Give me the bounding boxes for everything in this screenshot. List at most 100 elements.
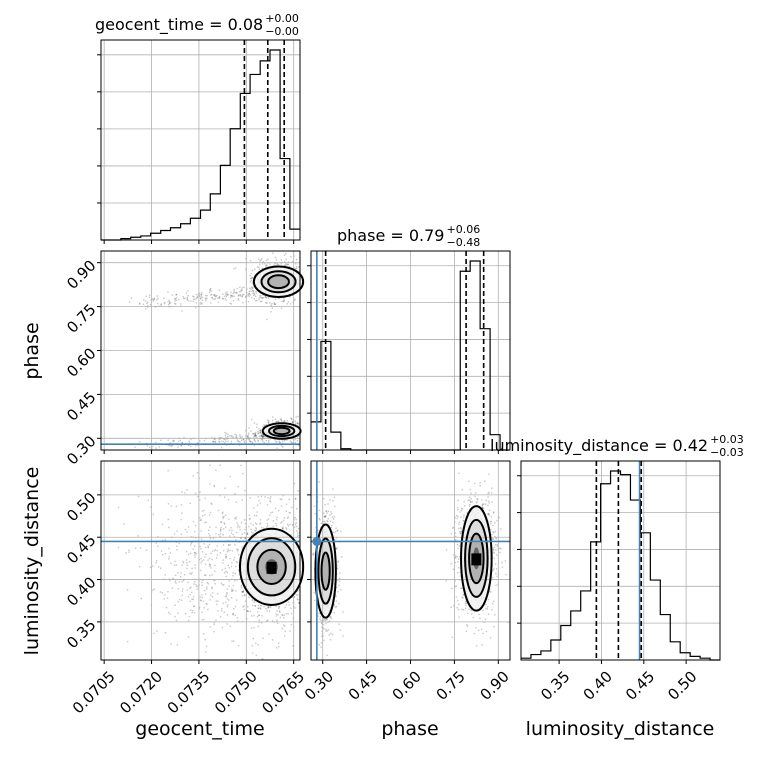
sample-point <box>278 606 280 608</box>
sample-point <box>492 548 494 550</box>
sample-point <box>225 292 227 294</box>
sample-point <box>263 442 266 444</box>
sample-point <box>342 611 344 613</box>
sample-point <box>256 504 259 506</box>
sample-point <box>251 645 253 647</box>
sample-point <box>186 567 188 570</box>
sample-point <box>254 434 256 436</box>
sample-point <box>275 524 278 527</box>
sample-point <box>237 485 239 488</box>
sample-point <box>253 626 255 629</box>
sample-point <box>289 440 291 442</box>
sample-point <box>481 504 483 506</box>
sample-point <box>203 509 205 512</box>
title-upper-error: +0.00 <box>265 12 299 25</box>
sample-point <box>472 616 474 619</box>
sample-point <box>190 542 193 544</box>
sample-point <box>254 440 257 443</box>
sample-point <box>276 647 278 649</box>
sample-point <box>194 492 197 495</box>
sample-point <box>234 433 236 436</box>
sample-point <box>295 416 297 418</box>
sample-point <box>465 602 468 604</box>
sample-point <box>320 622 323 625</box>
contour-line <box>468 532 485 585</box>
sample-point <box>233 580 236 582</box>
sample-point <box>335 548 337 550</box>
sample-point <box>227 544 230 546</box>
sample-point <box>232 292 234 295</box>
sample-point <box>261 257 263 260</box>
sample-point <box>271 511 274 513</box>
sample-point <box>222 297 224 300</box>
sample-point <box>340 589 342 591</box>
sample-point <box>168 299 171 302</box>
sample-point <box>246 533 249 535</box>
sample-point <box>487 492 489 495</box>
sample-point <box>225 557 227 559</box>
sample-point <box>266 436 268 439</box>
sample-point <box>208 557 211 560</box>
sample-point <box>241 435 243 438</box>
sample-point <box>261 297 264 300</box>
sample-point <box>325 622 327 625</box>
sample-point <box>204 593 207 595</box>
sample-point <box>298 534 300 537</box>
sample-point <box>284 630 286 633</box>
sample-point <box>181 512 183 514</box>
sample-point <box>224 496 226 498</box>
sample-point <box>260 435 262 437</box>
sample-point <box>493 557 495 559</box>
sample-point <box>225 293 228 295</box>
sample-point <box>282 446 284 448</box>
sample-point <box>189 593 191 596</box>
sample-point <box>456 607 458 609</box>
sample-point <box>216 554 219 556</box>
sample-point <box>327 520 329 523</box>
sample-point <box>455 557 457 559</box>
sample-point <box>333 605 335 607</box>
sample-point <box>206 298 208 300</box>
sample-point <box>236 561 239 564</box>
sample-point <box>326 512 329 514</box>
sample-point <box>329 520 332 522</box>
sample-point <box>220 529 222 531</box>
sample-point <box>265 264 268 266</box>
sample-point <box>224 526 227 528</box>
sample-point <box>248 292 250 295</box>
sample-point <box>186 564 189 567</box>
sample-point <box>138 303 141 305</box>
sample-point <box>171 444 173 446</box>
sample-point <box>209 626 212 628</box>
sample-point <box>167 518 169 521</box>
sample-point <box>171 294 173 296</box>
sample-point <box>492 530 494 533</box>
sample-point <box>253 432 256 435</box>
sample-point <box>469 504 471 506</box>
sample-point <box>231 295 234 297</box>
sample-point <box>233 288 235 291</box>
sample-point <box>157 297 159 300</box>
sample-point <box>257 643 259 646</box>
sample-point <box>251 276 253 279</box>
sample-point <box>236 550 239 552</box>
sample-point <box>253 435 255 437</box>
sample-point <box>163 302 166 305</box>
sample-point <box>239 286 241 288</box>
sample-point <box>481 507 484 510</box>
sample-point <box>340 556 343 558</box>
sample-point <box>242 591 244 593</box>
sample-point <box>454 555 457 557</box>
sample-point <box>190 544 192 546</box>
sample-point <box>128 301 131 303</box>
sample-point <box>137 535 139 537</box>
sample-point <box>284 264 287 267</box>
sample-point <box>464 505 466 507</box>
sample-point <box>246 618 248 620</box>
sample-point <box>194 556 196 559</box>
sample-point <box>225 595 227 598</box>
sample-point <box>245 258 247 260</box>
sample-point <box>461 507 463 509</box>
sample-point <box>267 421 270 424</box>
contour-line <box>267 274 290 290</box>
